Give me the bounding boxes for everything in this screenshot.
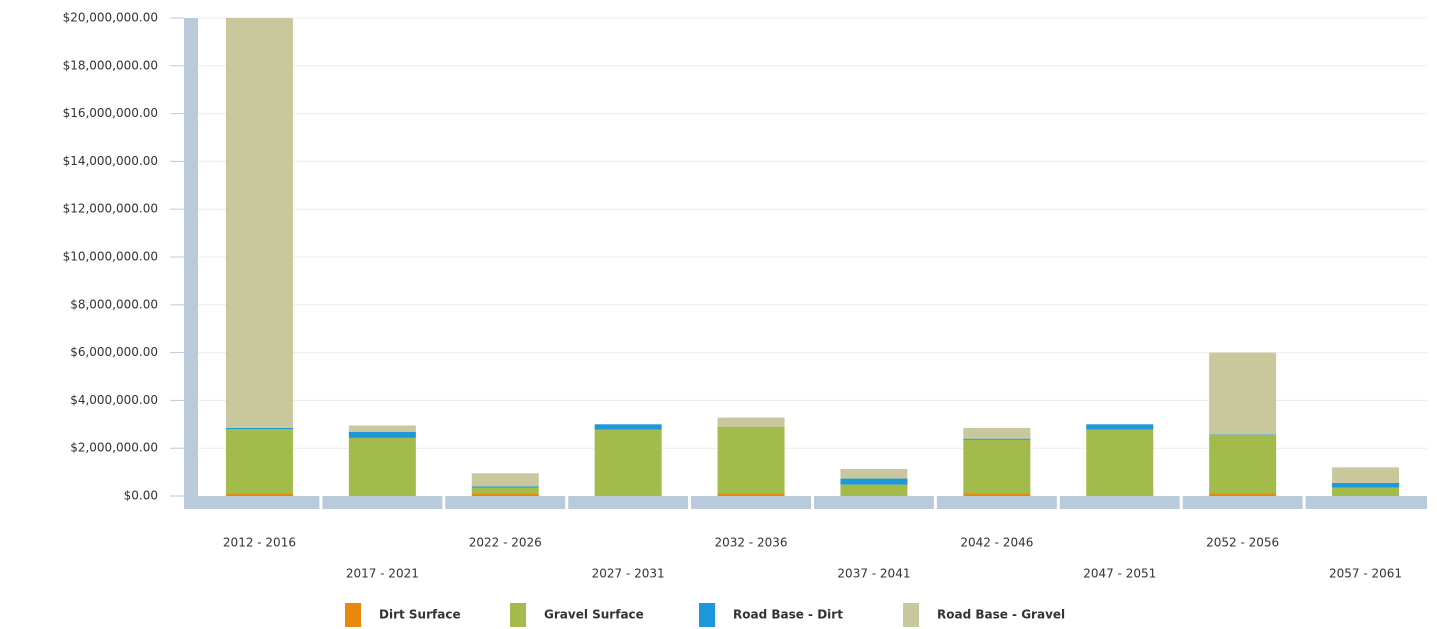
bar-segment [471,473,539,487]
x-tick-label: 2027 - 2031 [592,567,665,581]
legend-item[interactable]: Road Base - Gravel [903,603,1065,627]
bar-segment [963,438,1031,440]
legend-item[interactable]: Road Base - Dirt [699,603,843,627]
legend-label: Road Base - Gravel [937,608,1065,622]
legend-label: Dirt Surface [379,608,461,622]
x-axis-band [184,496,1427,509]
y-tick-label: $16,000,000.00 [63,106,158,120]
y-tick-label: $10,000,000.00 [63,250,158,264]
bar-segment [348,437,416,496]
bar-segment [348,425,416,432]
bar-segment [963,493,1031,496]
bar-segment [1086,429,1154,496]
legend-label: Road Base - Dirt [733,608,843,622]
bar-segment [840,478,908,485]
bar-segment [225,18,293,428]
legend-swatch [510,603,526,627]
bar-segment [471,493,539,496]
bar-segment [717,427,785,494]
bar-segment [1332,467,1400,483]
x-tick-label: 2017 - 2021 [346,567,419,581]
y-tick-label: $0.00 [124,489,158,503]
legend-swatch [345,603,361,627]
bar-segment [471,487,539,494]
x-tick-label: 2032 - 2036 [715,536,788,550]
y-tick-label: $6,000,000.00 [70,345,158,359]
legend-item[interactable]: Gravel Surface [510,603,644,627]
legend-item[interactable]: Dirt Surface [345,603,461,627]
y-axis-band [184,18,198,509]
bar-segment [963,427,1031,439]
y-tick-label: $14,000,000.00 [63,154,158,168]
bar-segment [717,493,785,496]
y-tick-label: $18,000,000.00 [63,58,158,72]
y-tick-label: $2,000,000.00 [70,441,158,455]
x-tick-label: 2037 - 2041 [837,567,910,581]
bar-segment [594,424,662,430]
y-tick-label: $12,000,000.00 [63,202,158,216]
y-tick-label: $20,000,000.00 [63,11,158,25]
bar-segment [225,493,293,496]
x-tick-label: 2052 - 2056 [1206,536,1279,550]
x-tick-label: 2042 - 2046 [960,536,1033,550]
bar-segment [594,495,662,496]
bar-segment [1209,493,1277,496]
bar-segment [1332,482,1400,488]
bar-segment [1332,495,1400,496]
bar-segment [717,417,785,428]
legend: Dirt Surface Gravel Surface Road Base - Di… [345,603,1065,627]
x-tick-label: 2012 - 2016 [223,536,296,550]
legend-swatch [699,603,715,627]
x-tick-label: 2022 - 2026 [469,536,542,550]
bar-segment [594,429,662,496]
bar-segment [840,468,908,479]
bar-segment [348,431,416,438]
y-tick-label: $4,000,000.00 [70,393,158,407]
bar-segment [225,429,293,494]
bar-segment [963,439,1031,494]
legend-label: Gravel Surface [544,608,644,622]
bar-segment [840,484,908,496]
x-tick-label: 2047 - 2051 [1083,567,1156,581]
bar-segment [1086,495,1154,496]
bar-segment [471,486,539,488]
bar-segment [840,495,908,496]
bar-segment [717,427,785,428]
bar-segment [1332,487,1400,496]
x-tick-label: 2057 - 2061 [1329,567,1402,581]
bar-segment [225,427,293,430]
bar-segment [1086,424,1154,430]
bar-segment [1209,435,1277,494]
y-tick-label: $8,000,000.00 [70,297,158,311]
legend-swatch [903,603,919,627]
bar-segment [1209,352,1277,435]
bar-segment [348,495,416,496]
